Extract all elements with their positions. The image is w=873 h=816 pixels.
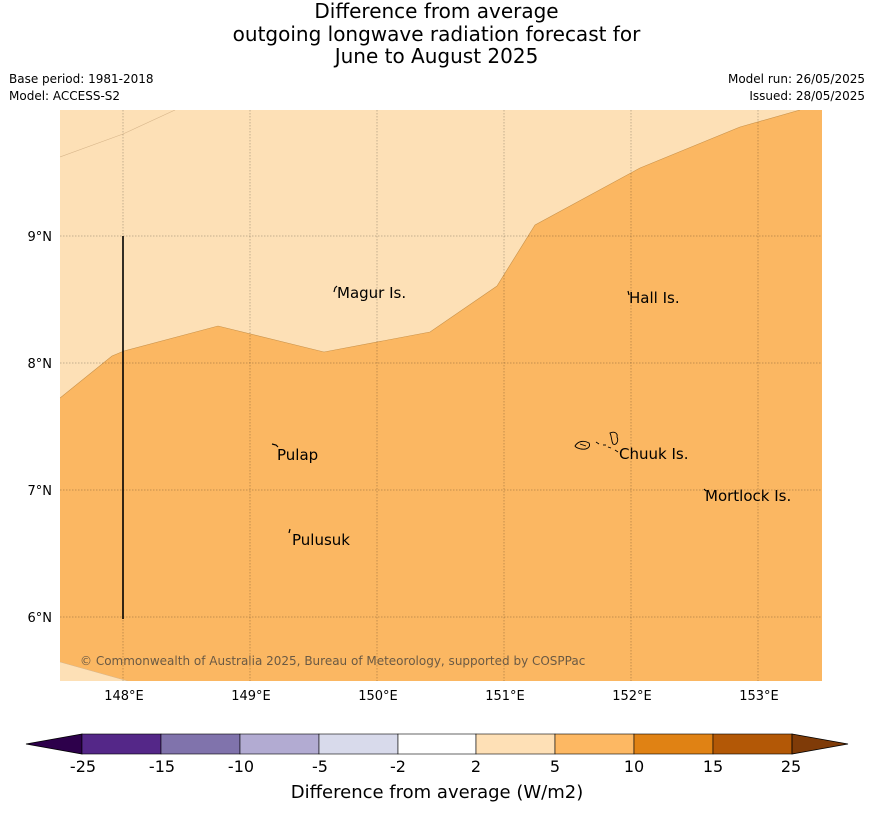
colorbar-tick-label: 2 [471, 757, 481, 776]
colorbar-segment-2 [160, 733, 241, 755]
colorbar-segment-3 [239, 733, 320, 755]
place-labels: Magur Is. Hall Is. Pulap Chuuk Is. Mortl… [277, 284, 791, 549]
contour-line-5 [60, 110, 801, 399]
lon-tick-149: 149°E [231, 689, 271, 704]
colorbar-tick-label: -10 [228, 757, 254, 776]
island-marker-icon [288, 528, 291, 534]
issued-text: Issued: 28/05/2025 [749, 89, 865, 103]
base-period-text: Base period: 1981-2018 [9, 72, 154, 86]
place-label-pulap: Pulap [277, 446, 318, 464]
contour-line-lower [60, 661, 129, 681]
colorbar-segment-8 [633, 733, 714, 755]
island-marker-icon [271, 443, 279, 448]
model-run-text: Model run: 26/05/2025 [727, 72, 865, 86]
colorbar-tick-label: 15 [703, 757, 723, 776]
colorbar-tick-label: 10 [624, 757, 644, 776]
lon-tick-150: 150°E [358, 689, 398, 704]
map-area[interactable]: Magur Is. Hall Is. Pulap Chuuk Is. Mortl… [60, 110, 822, 681]
graticule [60, 110, 822, 681]
lat-tick-9n: 9°N [28, 230, 53, 245]
colorbar-segment-5 [397, 733, 477, 755]
lat-tick-8n: 8°N [28, 357, 53, 372]
colorbar-segment-6 [475, 733, 556, 755]
colorbar-extend-low [25, 733, 83, 755]
lat-tick-7n: 7°N [28, 484, 53, 499]
map-title: Difference from average outgoing longwav… [0, 0, 873, 68]
place-label-mortlock: Mortlock Is. [705, 487, 791, 505]
colorbar: -25 -15 -10 -5 -2 2 5 10 15 25 Differenc… [25, 733, 849, 803]
lon-tick-153: 153°E [739, 689, 779, 704]
colorbar-tick-label: 5 [550, 757, 560, 776]
island-shapes [271, 285, 707, 534]
colorbar-tick-label: -2 [390, 757, 406, 776]
contour-line-2 [60, 110, 176, 158]
place-label-chuuk: Chuuk Is. [619, 445, 688, 463]
title-line-1: Difference from average [314, 0, 559, 23]
lat-tick-6n: 6°N [28, 611, 53, 626]
colorbar-tick-label: -25 [70, 757, 96, 776]
title-line-3: June to August 2025 [334, 44, 539, 68]
lon-tick-148: 148°E [104, 689, 144, 704]
colorbar-segment-9 [712, 733, 793, 755]
model-text: Model: ACCESS-S2 [9, 89, 121, 103]
colorbar-tick-label: -5 [312, 757, 328, 776]
colorbar-label: Difference from average (W/m2) [291, 782, 583, 803]
lon-tick-labels: 148°E 149°E 150°E 151°E 152°E 153°E [104, 689, 779, 704]
place-label-magur: Magur Is. [337, 284, 406, 302]
place-label-hall: Hall Is. [629, 289, 680, 307]
lat-tick-labels: 9°N 8°N 7°N 6°N [28, 230, 53, 626]
colorbar-segment-1 [81, 733, 162, 755]
lon-tick-152: 152°E [612, 689, 652, 704]
island-marker-icon [333, 285, 338, 293]
colorbar-extend-high [791, 733, 849, 755]
meta-left: Base period: 1981-2018 Model: ACCESS-S2 [9, 71, 154, 105]
title-line-2: outgoing longwave radiation forecast for [232, 21, 641, 46]
place-label-pulusuk: Pulusuk [292, 531, 350, 549]
colorbar-segment-4 [318, 733, 399, 755]
band-5-10-fill [60, 110, 822, 681]
colorbar-tick-label: 25 [781, 757, 801, 776]
island-cluster-icon [574, 431, 619, 453]
meta-right: Model run: 26/05/2025 Issued: 28/05/2025 [728, 71, 865, 105]
colorbar-segment-7 [554, 733, 635, 755]
copyright-credit: © Commonwealth of Australia 2025, Bureau… [80, 654, 585, 668]
colorbar-tick-label: -15 [149, 757, 175, 776]
island-marker-icon [627, 290, 630, 296]
island-marker-icon [703, 488, 707, 492]
lon-tick-151: 151°E [485, 689, 525, 704]
